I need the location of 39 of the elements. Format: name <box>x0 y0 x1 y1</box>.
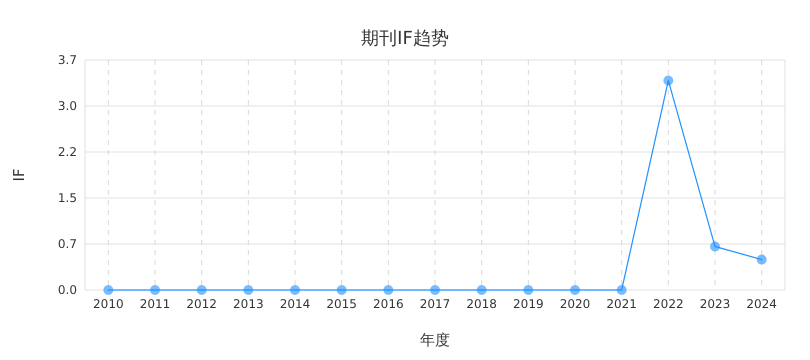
point <box>476 285 487 295</box>
point <box>383 285 394 295</box>
x-tick-label: 2014 <box>280 297 310 311</box>
point <box>756 254 767 265</box>
chart-title: 期刊IF趋势 <box>361 28 449 49</box>
point <box>150 285 160 295</box>
x-tick-label: 2016 <box>373 297 404 311</box>
x-axis-title: 年度 <box>420 331 450 349</box>
y-tick-label: 2.2 <box>58 145 77 159</box>
point <box>290 285 300 295</box>
point <box>103 285 114 295</box>
point <box>523 285 534 295</box>
y-tick-label: 0.0 <box>58 283 77 297</box>
x-tick-label: 2012 <box>186 297 217 311</box>
x-tick-label: 2013 <box>233 297 264 311</box>
point <box>710 241 720 252</box>
x-tick-label: 2015 <box>326 297 357 311</box>
x-tick-label: 2020 <box>560 297 590 311</box>
y-tick-label: 3.7 <box>58 53 77 67</box>
x-tick-label: 2011 <box>140 297 170 311</box>
x-tick-label: 2022 <box>653 297 684 311</box>
point <box>616 285 627 295</box>
point <box>663 76 674 86</box>
y-tick-label: 0.7 <box>58 237 77 251</box>
point <box>570 285 580 295</box>
point <box>336 285 347 295</box>
x-tick-label: 2019 <box>513 297 544 311</box>
point <box>430 285 440 295</box>
x-tick-label: 2023 <box>700 297 730 311</box>
point <box>196 285 207 295</box>
y-tick-label: 3.0 <box>58 99 77 113</box>
x-tick-label: 2021 <box>606 297 637 311</box>
x-tick-label: 2024 <box>746 297 777 311</box>
y-tick-label: 1.5 <box>58 191 77 205</box>
y-axis-title: IF <box>10 168 28 182</box>
x-tick-label: 2018 <box>466 297 497 311</box>
x-tick-label: 2017 <box>420 297 450 311</box>
point <box>243 285 254 295</box>
x-tick-label: 2010 <box>93 297 124 311</box>
